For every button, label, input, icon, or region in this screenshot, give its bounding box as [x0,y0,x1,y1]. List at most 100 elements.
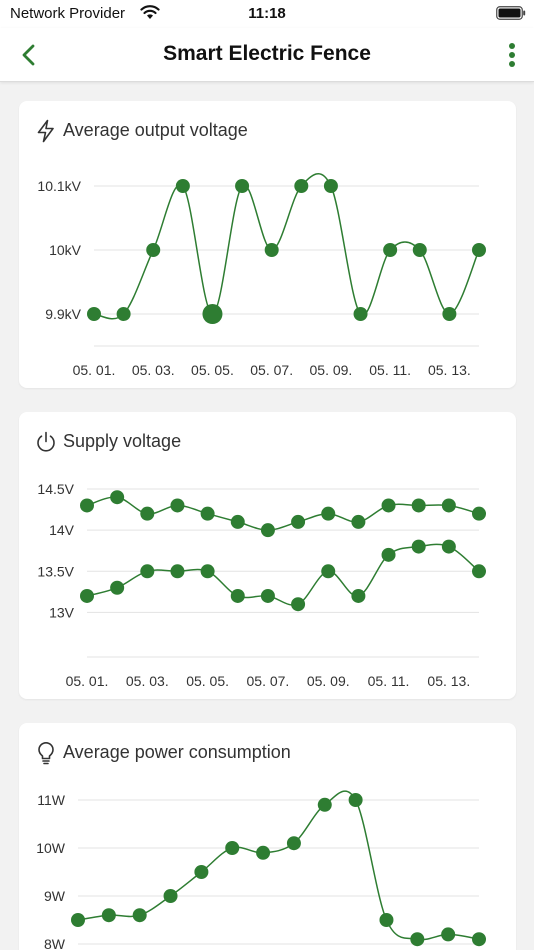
data-point [146,243,161,257]
data-point [441,927,456,942]
power-consumption-chart: 8W 9W 10W 11W [36,790,486,950]
data-point [472,506,486,521]
data-point [140,506,155,521]
data-point [441,498,456,513]
data-point [381,547,396,562]
data-point [317,797,332,812]
data-point [230,514,245,529]
x-tick-label: 05. 05. [186,673,229,689]
data-point [412,243,427,257]
battery-icon [496,6,526,20]
x-tick-label: 05. 03. [126,673,169,689]
data-point [411,539,426,554]
y-tick-label: 14V [49,522,75,538]
data-point [264,243,279,257]
x-tick-label: 05. 07. [247,673,290,689]
data-point [381,498,396,513]
x-tick-label: 05. 07. [250,362,293,378]
x-tick-label: 05. 11. [368,673,410,689]
data-point [321,506,336,521]
data-point [235,179,250,193]
data-point [323,179,338,193]
y-tick-label: 13.5V [37,563,74,579]
data-point [351,514,366,529]
y-tick-label: 9.9kV [45,306,81,322]
data-point [175,179,190,193]
data-point [348,793,363,807]
data-point [291,597,306,612]
y-tick-label: 10W [36,840,66,856]
x-tick-label: 05. 01. [73,362,116,378]
x-tick-label: 05. 03. [132,362,175,378]
data-point [202,304,223,324]
series-line [93,173,480,320]
data-point [260,588,275,603]
card-title-output-voltage: Average output voltage [63,120,248,140]
navigation-bar: Smart Electric Fence [0,28,534,82]
data-point [110,490,125,505]
carrier-label: Network Provider [10,5,126,22]
data-point [225,841,240,855]
card-title-supply-voltage: Supply voltage [63,431,182,451]
data-point [200,506,215,521]
back-chevron-icon[interactable] [12,40,44,70]
data-point [116,307,131,321]
data-point [383,243,398,257]
data-point [379,913,394,927]
data-point [321,564,336,579]
data-point [472,932,486,947]
data-point [200,564,215,579]
x-tick-label: 05. 13. [428,362,471,378]
data-point [230,588,245,603]
data-point [286,836,301,851]
data-point [472,243,486,257]
data-point [353,307,368,321]
x-tick-label: 05. 13. [427,673,470,689]
y-tick-label: 13V [49,604,75,620]
data-point [411,498,426,513]
x-tick-label: 05. 09. [307,673,350,689]
lightbulb-icon [38,742,54,765]
data-point [442,307,457,321]
supply-voltage-chart: 13V 13.5V 14V 14.5V 05. 01. 05. 03. 05. 05. 05.… [37,481,486,689]
page-title: Smart Electric Fence [163,42,371,65]
data-point [472,564,486,579]
x-tick-label: 05. 09. [310,362,353,378]
data-point [170,564,185,579]
data-point [101,908,116,923]
data-point [441,539,456,554]
power-consumption-card: 8W 9W 10W 11W Average power consumption [19,723,516,950]
data-point [294,179,309,193]
status-bar: Network Provider 11:18 [0,0,534,28]
output-voltage-chart: 9.9kV 10kV 10.1kV 05. 01. 05. 03. 05. 05. 05. … [37,173,486,378]
clock-time: 11:18 [248,5,286,22]
output-voltage-card: 9.9kV 10kV 10.1kV 05. 01. 05. 03. 05. 05. 05. … [19,101,516,388]
data-point [194,865,209,879]
x-tick-label: 05. 01. [66,673,109,689]
data-point [170,498,185,513]
data-point [291,514,306,529]
x-tick-label: 05. 11. [369,362,411,378]
data-point [163,889,178,903]
supply-voltage-card: 13V 13.5V 14V 14.5V 05. 01. 05. 03. 05. 05. 05.… [19,412,516,699]
card-title-power-consumption: Average power consumption [63,742,291,762]
data-point [71,913,85,927]
data-point [260,523,275,538]
y-tick-label: 9W [44,888,66,904]
data-point [80,498,94,513]
data-point [410,932,425,947]
y-tick-label: 10kV [49,242,82,258]
x-tick-label: 05. 05. [191,362,234,378]
data-point [351,588,366,603]
y-tick-label: 11W [37,792,66,808]
y-tick-label: 8W [44,936,66,950]
wifi-icon [140,5,160,19]
data-point [132,908,147,923]
more-options-icon[interactable] [504,40,520,70]
y-tick-label: 14.5V [37,481,74,497]
power-icon [37,431,55,452]
data-point [140,564,155,579]
data-point [110,580,125,595]
y-tick-label: 10.1kV [37,178,81,194]
data-point [87,307,101,321]
